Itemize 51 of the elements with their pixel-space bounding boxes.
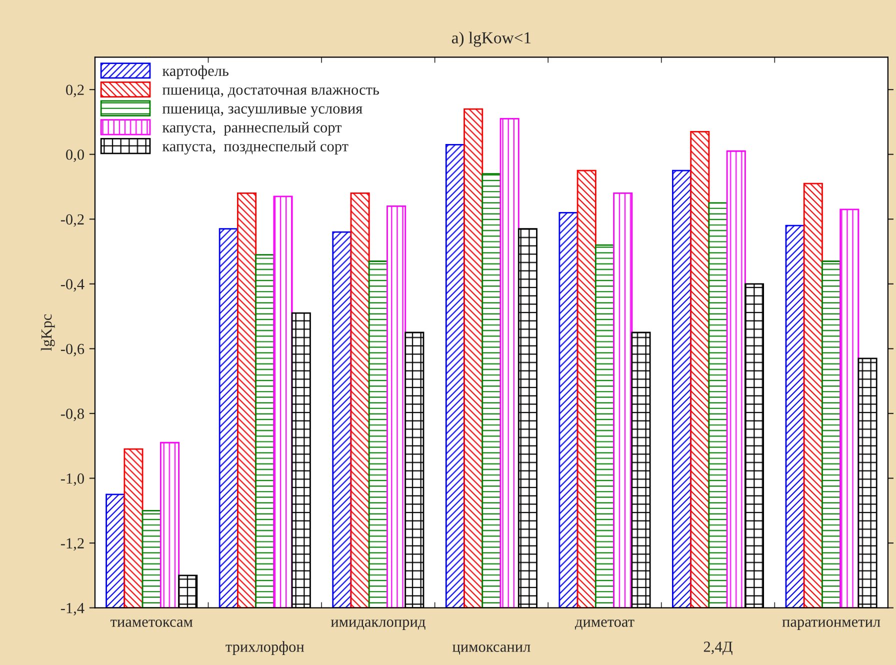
bar: [558, 212, 578, 608]
bar: [785, 224, 805, 608]
legend-label: капуста, раннеспелый сорт: [162, 122, 342, 136]
bar: [803, 182, 823, 608]
x-tick-label: диметоат: [574, 620, 634, 630]
x-tick-label: 2,4Д: [704, 642, 732, 655]
y-tick-label: -1,0: [60, 473, 84, 486]
bar: [840, 208, 860, 608]
y-tick-label: 0,0: [66, 150, 84, 162]
bar: [576, 170, 596, 608]
y-axis-title: lgKpc: [40, 314, 55, 351]
bar: [255, 254, 275, 608]
legend-label: картофель: [162, 65, 229, 80]
bar: [160, 442, 180, 608]
x-tick-label: цимоксанил: [452, 644, 530, 655]
chart-title: a) lgKow<1: [452, 32, 531, 47]
y-tick-label: -1,2: [60, 538, 84, 551]
legend-label: пшеница, засушливые условия: [162, 106, 362, 117]
x-tick-label: имидаклоприд: [330, 620, 426, 630]
bar: [613, 192, 633, 608]
bar: [142, 510, 162, 608]
x-tick-label: трихлорфон: [226, 641, 304, 655]
y-tick-label: -0,4: [60, 279, 84, 292]
bar: [708, 202, 728, 608]
bar: [237, 192, 257, 608]
y-tick-label: -0,2: [60, 214, 84, 227]
bar: [368, 260, 388, 608]
bar: [445, 144, 465, 608]
bar: [594, 244, 614, 608]
legend-label: капуста, позднеспелый сорт: [162, 140, 348, 155]
bar: [386, 205, 406, 608]
bar: [106, 494, 126, 608]
bar: [464, 108, 484, 608]
y-tick-label: -0,8: [60, 408, 84, 422]
legend-label: пшеница, достаточная влажность: [162, 87, 380, 98]
bar: [726, 150, 746, 608]
bar: [273, 196, 293, 608]
bar: [822, 260, 842, 608]
bar: [350, 192, 370, 608]
bar: [500, 118, 520, 608]
x-tick-label: паратионметил: [782, 620, 880, 630]
bar: [672, 170, 692, 608]
bar: [482, 173, 502, 608]
y-tick-label: -0,6: [60, 344, 84, 356]
bar: [690, 130, 710, 608]
bar: [124, 448, 144, 608]
x-tick-label: тиаметоксам: [110, 620, 193, 627]
bar: [332, 231, 352, 608]
bar: [218, 228, 238, 608]
y-tick-label: 0,2: [66, 84, 84, 98]
y-tick-label: -1,4: [60, 603, 84, 616]
